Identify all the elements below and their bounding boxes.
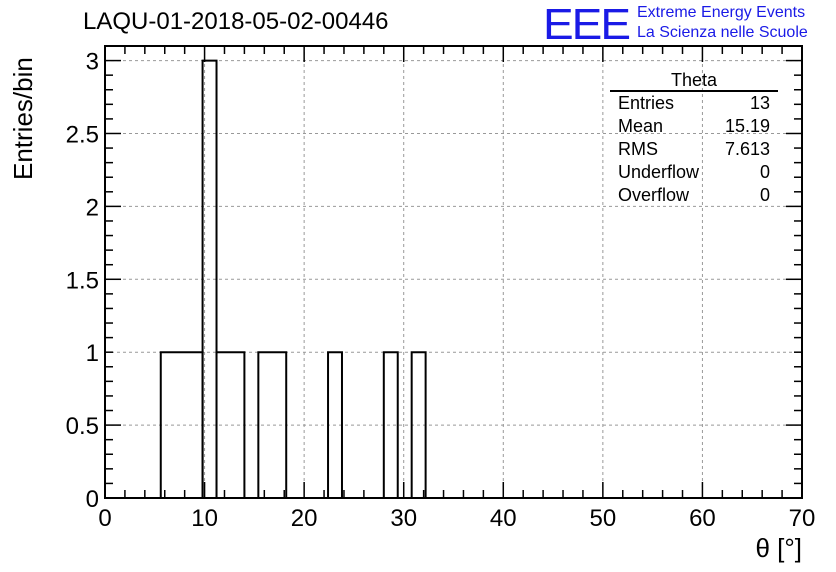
x-tick-label: 40: [490, 505, 517, 532]
stats-value: 7.613: [724, 139, 770, 159]
stats-row-overflow: Overflow 0: [610, 184, 778, 207]
x-tick-label: 60: [689, 505, 716, 532]
stats-label: Underflow: [618, 162, 700, 182]
stats-label: RMS: [618, 139, 658, 159]
histogram-bin: [382, 351, 399, 498]
logo-line-2: La Scienza nelle Scuole: [637, 24, 808, 41]
stats-box: Theta Entries 13 Mean 15.19 RMS 7.613 Un…: [610, 68, 778, 207]
x-tick-label: 10: [191, 505, 218, 532]
x-axis-label: θ [°]: [755, 533, 802, 563]
x-tick-label: 0: [98, 505, 111, 532]
histogram-bin: [215, 351, 246, 498]
histogram-bin: [410, 351, 427, 498]
eee-logo-text: Extreme Energy Events La Scienza nelle S…: [637, 3, 808, 43]
plot-frame: [104, 45, 803, 499]
y-tick-label: 2: [86, 194, 99, 221]
y-tick-label: 1: [86, 340, 99, 367]
y-axis-label: Entries/bin: [8, 57, 38, 180]
tick-labels: 0 10 20 30 40 50 60 70 0 0.5 1 1.5 2 2.5 3: [66, 49, 816, 532]
stats-value: 15.19: [724, 116, 770, 136]
stats-row-rms: RMS 7.613: [610, 138, 778, 161]
stats-label: Entries: [618, 93, 675, 113]
histogram-bars: [159, 59, 427, 498]
stats-value: 0: [759, 162, 770, 182]
stats-row-underflow: Underflow 0: [610, 161, 778, 184]
chart-title: LAQU-01-2018-05-02-00446: [83, 8, 389, 35]
histogram-bin: [201, 59, 218, 498]
histogram-bin: [257, 351, 288, 498]
y-tick-label: 0.5: [66, 413, 99, 440]
y-tick-label: 0: [86, 486, 99, 513]
y-tick-label: 2.5: [66, 121, 99, 148]
x-tick-label: 30: [390, 505, 417, 532]
y-tick-label: 1.5: [66, 267, 99, 294]
logo-line-1: Extreme Energy Events: [637, 4, 806, 21]
y-tick-label: 3: [86, 49, 99, 76]
stats-title: Theta: [610, 68, 778, 92]
stats-value: 0: [759, 185, 770, 205]
eee-logo-mark: EEE: [543, 0, 631, 49]
x-tick-label: 70: [789, 505, 816, 532]
stats-label: Mean: [618, 116, 664, 136]
stats-row-entries: Entries 13: [610, 92, 778, 115]
stats-value: 13: [749, 93, 770, 113]
histogram-bin: [327, 351, 343, 498]
stats-label: Overflow: [618, 185, 690, 205]
stats-row-mean: Mean 15.19: [610, 115, 778, 138]
x-tick-label: 50: [590, 505, 617, 532]
x-tick-label: 20: [291, 505, 318, 532]
